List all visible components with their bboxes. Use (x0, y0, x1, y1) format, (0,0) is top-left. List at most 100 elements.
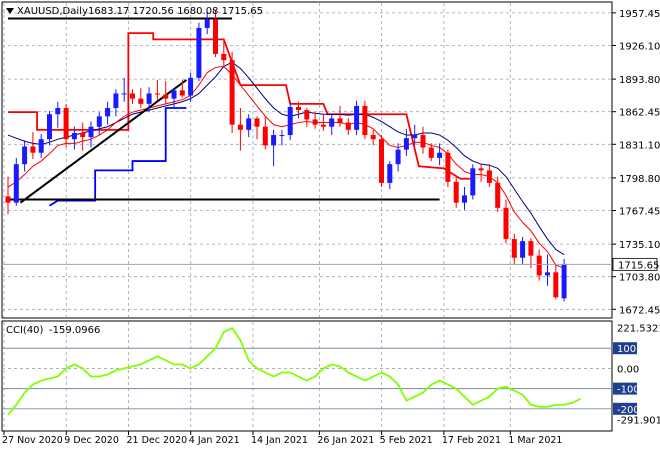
bearish-candle (370, 135, 376, 140)
bearish-candle (213, 19, 218, 54)
slow-moving-average (7, 61, 565, 256)
bullish-candle (71, 132, 77, 140)
cci-value: -159.0966 (49, 325, 100, 336)
bullish-candle (354, 105, 360, 130)
bullish-candle (171, 90, 177, 99)
cci-level-label: -200 (617, 405, 640, 416)
date-axis: 27 Nov 2020 9 Dec 2020 21 Dec 2020 4 Jan 20… (2, 431, 562, 446)
bullish-candle (462, 195, 467, 203)
cci-tick-label: 221.5321 (617, 324, 660, 335)
bearish-candle (553, 272, 559, 298)
bullish-candle (204, 19, 210, 28)
symbol-label: XAUUSD,Daily (17, 6, 88, 17)
bearish-candle (5, 196, 11, 203)
trendline (19, 79, 188, 204)
bullish-candle (38, 139, 44, 153)
ohlc-label: 1683.17 1720.56 1680.08 1715.65 (88, 6, 263, 17)
bearish-candle (511, 239, 517, 258)
price-tick-label: 1672.45 (619, 305, 660, 316)
bearish-candle (138, 98, 144, 104)
bearish-candle (345, 122, 351, 130)
price-tick-label: 1926.10 (619, 41, 660, 52)
bullish-candle (22, 146, 28, 165)
cci-tick-label: 0.00 (617, 364, 639, 375)
bearish-candle (179, 90, 185, 96)
date-label: 21 Dec 2020 (127, 435, 188, 446)
bullish-candle (13, 164, 19, 203)
bullish-candle (329, 118, 335, 127)
cci-tick-label: -291.9015 (617, 415, 660, 426)
bullish-candle (113, 93, 119, 108)
bullish-candle (470, 168, 476, 196)
bearish-candle (495, 182, 501, 208)
bearish-candle (478, 168, 484, 171)
bearish-candle (420, 135, 426, 148)
bearish-candle (379, 139, 384, 183)
current-price-box (612, 257, 658, 271)
date-label: 1 Mar 2021 (508, 435, 562, 446)
price-pane[interactable] (1, 1, 613, 319)
bullish-candle (545, 272, 550, 276)
bullish-candle (47, 114, 52, 140)
bearish-candle (221, 53, 227, 61)
bullish-candle (246, 118, 252, 130)
candles (5, 10, 567, 302)
bearish-candle (30, 146, 36, 153)
bullish-candle (412, 135, 418, 139)
bearish-candle (312, 119, 318, 125)
bullish-candle (395, 149, 401, 165)
bullish-candle (403, 138, 409, 150)
bearish-candle (453, 181, 459, 203)
date-label: 17 Feb 2021 (442, 435, 501, 446)
date-label: 14 Jan 2021 (251, 435, 308, 446)
bearish-candle (337, 118, 343, 123)
bullish-candle (88, 126, 94, 138)
bullish-candle (146, 93, 152, 104)
bearish-candle (254, 118, 260, 127)
bullish-candle (287, 106, 293, 136)
date-label: 5 Feb 2021 (380, 435, 433, 446)
bearish-candle (229, 60, 235, 125)
price-tick-label: 1893.80 (619, 75, 660, 86)
bearish-candle (296, 106, 301, 111)
triangle-down-icon[interactable] (6, 8, 14, 14)
bearish-candle (486, 170, 492, 183)
date-label: 9 Dec 2020 (64, 435, 119, 446)
bearish-candle (528, 241, 534, 256)
cci-axis: 221.5321 100 0.00 -100 -200-291.9015 (613, 324, 660, 426)
bearish-candle (130, 93, 135, 99)
cci-level-label: 100 (617, 344, 636, 355)
cci-label: CCI(40) (6, 325, 44, 336)
bearish-candle (304, 110, 310, 120)
date-label: 4 Jan 2021 (189, 435, 240, 446)
bullish-candle (561, 264, 567, 299)
bearish-candle (536, 255, 542, 276)
bullish-candle (437, 152, 443, 158)
bearish-candle (154, 93, 160, 95)
bullish-candle (271, 135, 277, 146)
current-price-label: 1715.65 (618, 260, 659, 271)
price-tick-label: 1862.45 (619, 108, 660, 119)
bullish-candle (96, 116, 102, 127)
price-tick-label: 1767.45 (619, 206, 660, 217)
price-tick-label: 1831.10 (619, 140, 660, 151)
cci-level-box (613, 382, 637, 395)
cci-line (7, 326, 582, 416)
bearish-candle (262, 126, 268, 146)
bullish-candle (387, 164, 393, 183)
date-label: 26 Jan 2021 (317, 435, 374, 446)
bullish-candle (121, 93, 127, 95)
bearish-candle (237, 124, 243, 130)
bearish-candle (503, 207, 509, 240)
support-line (49, 107, 187, 207)
bearish-candle (362, 105, 368, 136)
price-tick-label: 1798.80 (619, 174, 660, 185)
price-tick-label: 1957.45 (619, 9, 660, 20)
price-axis: 1957.45 1926.10 1893.80 1862.45 1831.10 1798.… (612, 9, 660, 316)
bearish-candle (445, 152, 451, 182)
date-label: 27 Nov 2020 (2, 435, 63, 446)
bullish-candle (188, 77, 194, 96)
cci-level-box (613, 402, 637, 415)
bearish-candle (428, 147, 434, 158)
